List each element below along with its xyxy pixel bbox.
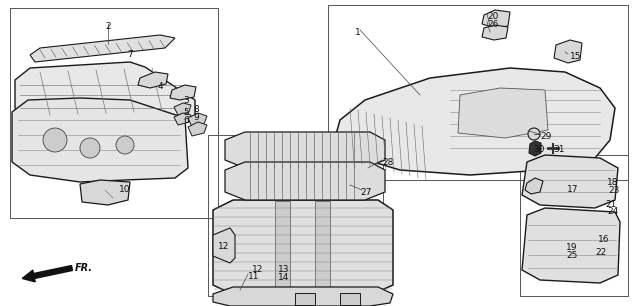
Text: 20: 20 [487, 12, 499, 21]
Text: 3: 3 [183, 96, 189, 105]
Polygon shape [225, 162, 385, 200]
Text: 8: 8 [193, 105, 199, 114]
Text: 26: 26 [487, 20, 499, 29]
Text: 16: 16 [598, 235, 609, 244]
Polygon shape [525, 178, 543, 194]
Polygon shape [225, 132, 385, 168]
Text: 31: 31 [553, 145, 564, 154]
Text: 18: 18 [607, 178, 618, 187]
Polygon shape [170, 85, 196, 100]
Circle shape [43, 128, 67, 152]
Circle shape [528, 128, 540, 140]
Text: 6: 6 [183, 116, 189, 125]
Text: FR.: FR. [75, 263, 93, 273]
FancyArrow shape [22, 266, 72, 282]
Text: 25: 25 [566, 251, 577, 260]
Text: 15: 15 [570, 52, 582, 61]
Polygon shape [188, 113, 207, 127]
Text: 24: 24 [607, 207, 618, 216]
Text: 13: 13 [278, 265, 289, 274]
Polygon shape [80, 180, 130, 205]
Polygon shape [522, 208, 620, 283]
Polygon shape [213, 287, 393, 306]
Text: 12: 12 [252, 265, 264, 274]
Polygon shape [315, 201, 330, 292]
Polygon shape [529, 141, 541, 156]
Text: 17: 17 [567, 185, 579, 194]
Text: 4: 4 [158, 82, 164, 91]
Polygon shape [295, 293, 315, 305]
Polygon shape [213, 200, 393, 293]
Text: 28: 28 [382, 158, 394, 167]
Polygon shape [15, 62, 195, 130]
Text: 7: 7 [127, 50, 133, 59]
Circle shape [116, 136, 134, 154]
Polygon shape [335, 68, 615, 175]
Text: 19: 19 [566, 243, 577, 252]
Text: 14: 14 [278, 273, 289, 282]
Polygon shape [174, 103, 191, 115]
Polygon shape [458, 88, 548, 138]
Polygon shape [482, 10, 510, 28]
Polygon shape [554, 40, 582, 63]
Text: 21: 21 [605, 200, 616, 209]
Text: 30: 30 [533, 145, 545, 154]
Polygon shape [275, 201, 290, 292]
Text: 23: 23 [608, 186, 620, 195]
Polygon shape [12, 98, 188, 182]
Text: 9: 9 [193, 113, 199, 122]
Polygon shape [340, 293, 360, 305]
Polygon shape [522, 155, 618, 208]
Text: 12: 12 [218, 242, 229, 251]
Polygon shape [188, 122, 207, 136]
Text: 5: 5 [183, 108, 189, 117]
Polygon shape [213, 228, 235, 263]
Text: 22: 22 [595, 248, 606, 257]
Text: 2: 2 [105, 22, 111, 31]
Circle shape [80, 138, 100, 158]
Text: 1: 1 [355, 28, 361, 37]
Text: 11: 11 [248, 272, 259, 281]
Polygon shape [482, 25, 508, 40]
Polygon shape [174, 113, 191, 125]
Text: 10: 10 [119, 185, 131, 194]
Polygon shape [30, 35, 175, 62]
Polygon shape [138, 72, 168, 88]
Text: 27: 27 [360, 188, 371, 197]
Text: 29: 29 [540, 132, 552, 141]
